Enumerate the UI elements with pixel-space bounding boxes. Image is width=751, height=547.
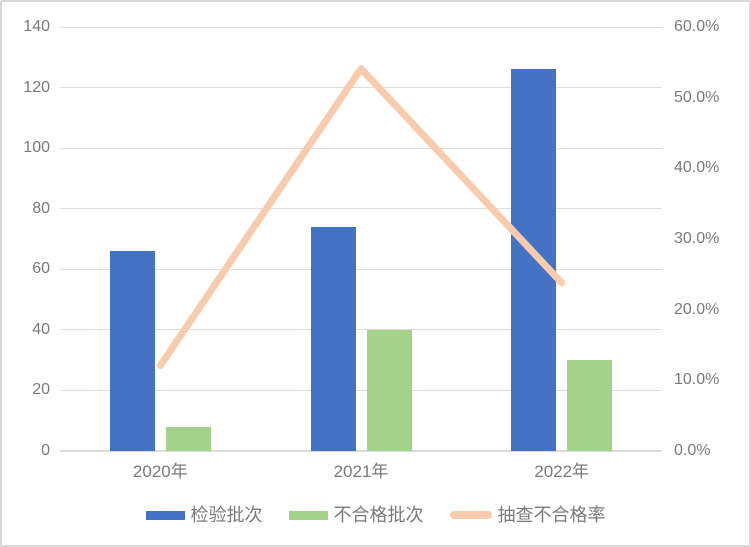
gridline bbox=[60, 26, 662, 28]
y-left-tick-label: 0 bbox=[41, 442, 50, 459]
y-right-tick-label: 0.0% bbox=[674, 442, 711, 459]
y-left-tick-label: 140 bbox=[23, 18, 50, 35]
gridline bbox=[60, 389, 662, 391]
x-category-label: 2020年 bbox=[132, 462, 188, 481]
bar-不合格批次-2022年 bbox=[567, 360, 613, 451]
gridline bbox=[60, 147, 662, 149]
y-right-tick-label: 10.0% bbox=[674, 371, 720, 389]
x-category-label: 2021年 bbox=[333, 462, 389, 481]
bar-检验批次-2022年 bbox=[511, 69, 557, 451]
y-right-tick-label: 60.0% bbox=[674, 18, 720, 35]
legend-label-unqualified-batches: 不合格批次 bbox=[333, 505, 424, 525]
legend-swatch-peach-line bbox=[449, 511, 492, 519]
y-right-tick-label: 40.0% bbox=[674, 159, 720, 177]
bar-不合格批次-2020年 bbox=[165, 426, 211, 451]
bar-检验批次-2020年 bbox=[109, 251, 155, 451]
gridline bbox=[60, 87, 662, 89]
y-left-tick-label: 120 bbox=[23, 78, 50, 96]
legend-item-sampling-failure-rate: 抽查不合格率 bbox=[449, 505, 606, 525]
y-left-tick-label: 100 bbox=[23, 139, 50, 157]
y-left-tick-label: 20 bbox=[32, 381, 50, 399]
x-axis-line bbox=[60, 450, 662, 452]
gridline bbox=[60, 208, 662, 210]
legend-item-unqualified-batches: 不合格批次 bbox=[288, 505, 424, 525]
legend-item-inspection-batches: 检验批次 bbox=[145, 505, 263, 525]
x-category-label: 2022年 bbox=[534, 462, 590, 481]
y-left-tick-label: 60 bbox=[32, 260, 50, 278]
y-right-tick-label: 20.0% bbox=[674, 300, 720, 318]
gridline bbox=[60, 268, 662, 270]
legend-swatch-green-bar bbox=[288, 510, 328, 520]
y-left-tick-label: 80 bbox=[32, 199, 50, 217]
legend-label-inspection-batches: 检验批次 bbox=[190, 505, 263, 525]
bar-不合格批次-2021年 bbox=[366, 329, 412, 451]
y-right-tick-label: 30.0% bbox=[674, 230, 720, 247]
y-right-tick-label: 50.0% bbox=[674, 88, 720, 106]
line-series-抽查不合格率 bbox=[156, 65, 566, 369]
legend-label-sampling-failure-rate: 抽查不合格率 bbox=[497, 505, 606, 525]
plot-area bbox=[60, 26, 662, 452]
gridline bbox=[60, 329, 662, 331]
legend-swatch-blue-bar bbox=[145, 510, 185, 520]
y-left-tick-label: 40 bbox=[32, 320, 50, 338]
bar-检验批次-2021年 bbox=[310, 226, 356, 451]
legend: 检验批次 不合格批次 抽查不合格率 bbox=[2, 505, 749, 525]
